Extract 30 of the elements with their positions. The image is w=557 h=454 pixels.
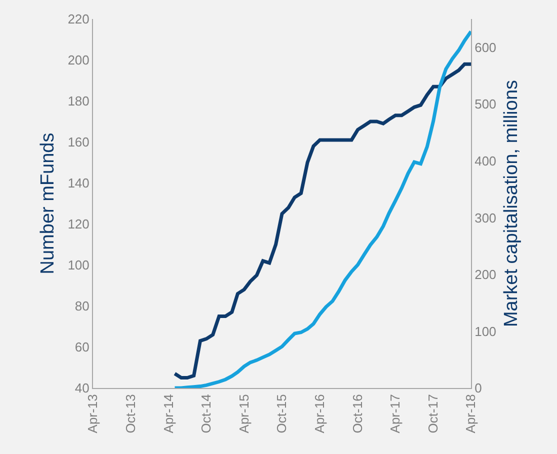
y2-tick-label: 500 [474, 96, 496, 112]
y2-tick-label: 600 [474, 40, 496, 55]
y2-tick-label: 400 [474, 153, 496, 168]
x-tick-label: Oct-13 [123, 394, 138, 434]
x-tick-label: Oct-16 [350, 394, 365, 434]
y-tick-label: 220 [68, 12, 90, 27]
x-tick-label: Oct-14 [198, 394, 214, 434]
y-tick-label: 140 [68, 176, 90, 191]
x-tick-label: Apr-14 [160, 394, 176, 434]
x-tick-label: Apr-16 [312, 394, 328, 434]
y-tick-label: 200 [68, 52, 90, 68]
x-tick-label: Oct-17 [426, 394, 441, 434]
x-tick-label: Oct-15 [274, 394, 290, 434]
y-tick-label: 40 [74, 380, 90, 396]
y2-tick-label: 200 [474, 267, 496, 282]
y-tick-label: 120 [68, 216, 90, 232]
y2-tick-label: 100 [474, 324, 496, 339]
y-tick-label: 180 [68, 94, 90, 109]
x-tick-label: Apr-17 [388, 394, 403, 434]
x-tick-label: Apr-13 [85, 394, 100, 434]
x-tick-label: Apr-15 [236, 394, 252, 434]
y2-tick-label: 0 [474, 380, 482, 396]
y2-axis-title: Market capitalisation, millions [501, 80, 522, 328]
y-tick-label: 100 [68, 258, 90, 273]
x-tick-label: Apr-18 [463, 394, 478, 434]
y2-tick-label: 300 [474, 210, 496, 226]
y-tick-label: 160 [68, 134, 90, 150]
y-axis-title: Number mFunds [38, 132, 59, 274]
y-tick-label: 60 [74, 340, 90, 355]
y-tick-label: 80 [74, 298, 90, 314]
